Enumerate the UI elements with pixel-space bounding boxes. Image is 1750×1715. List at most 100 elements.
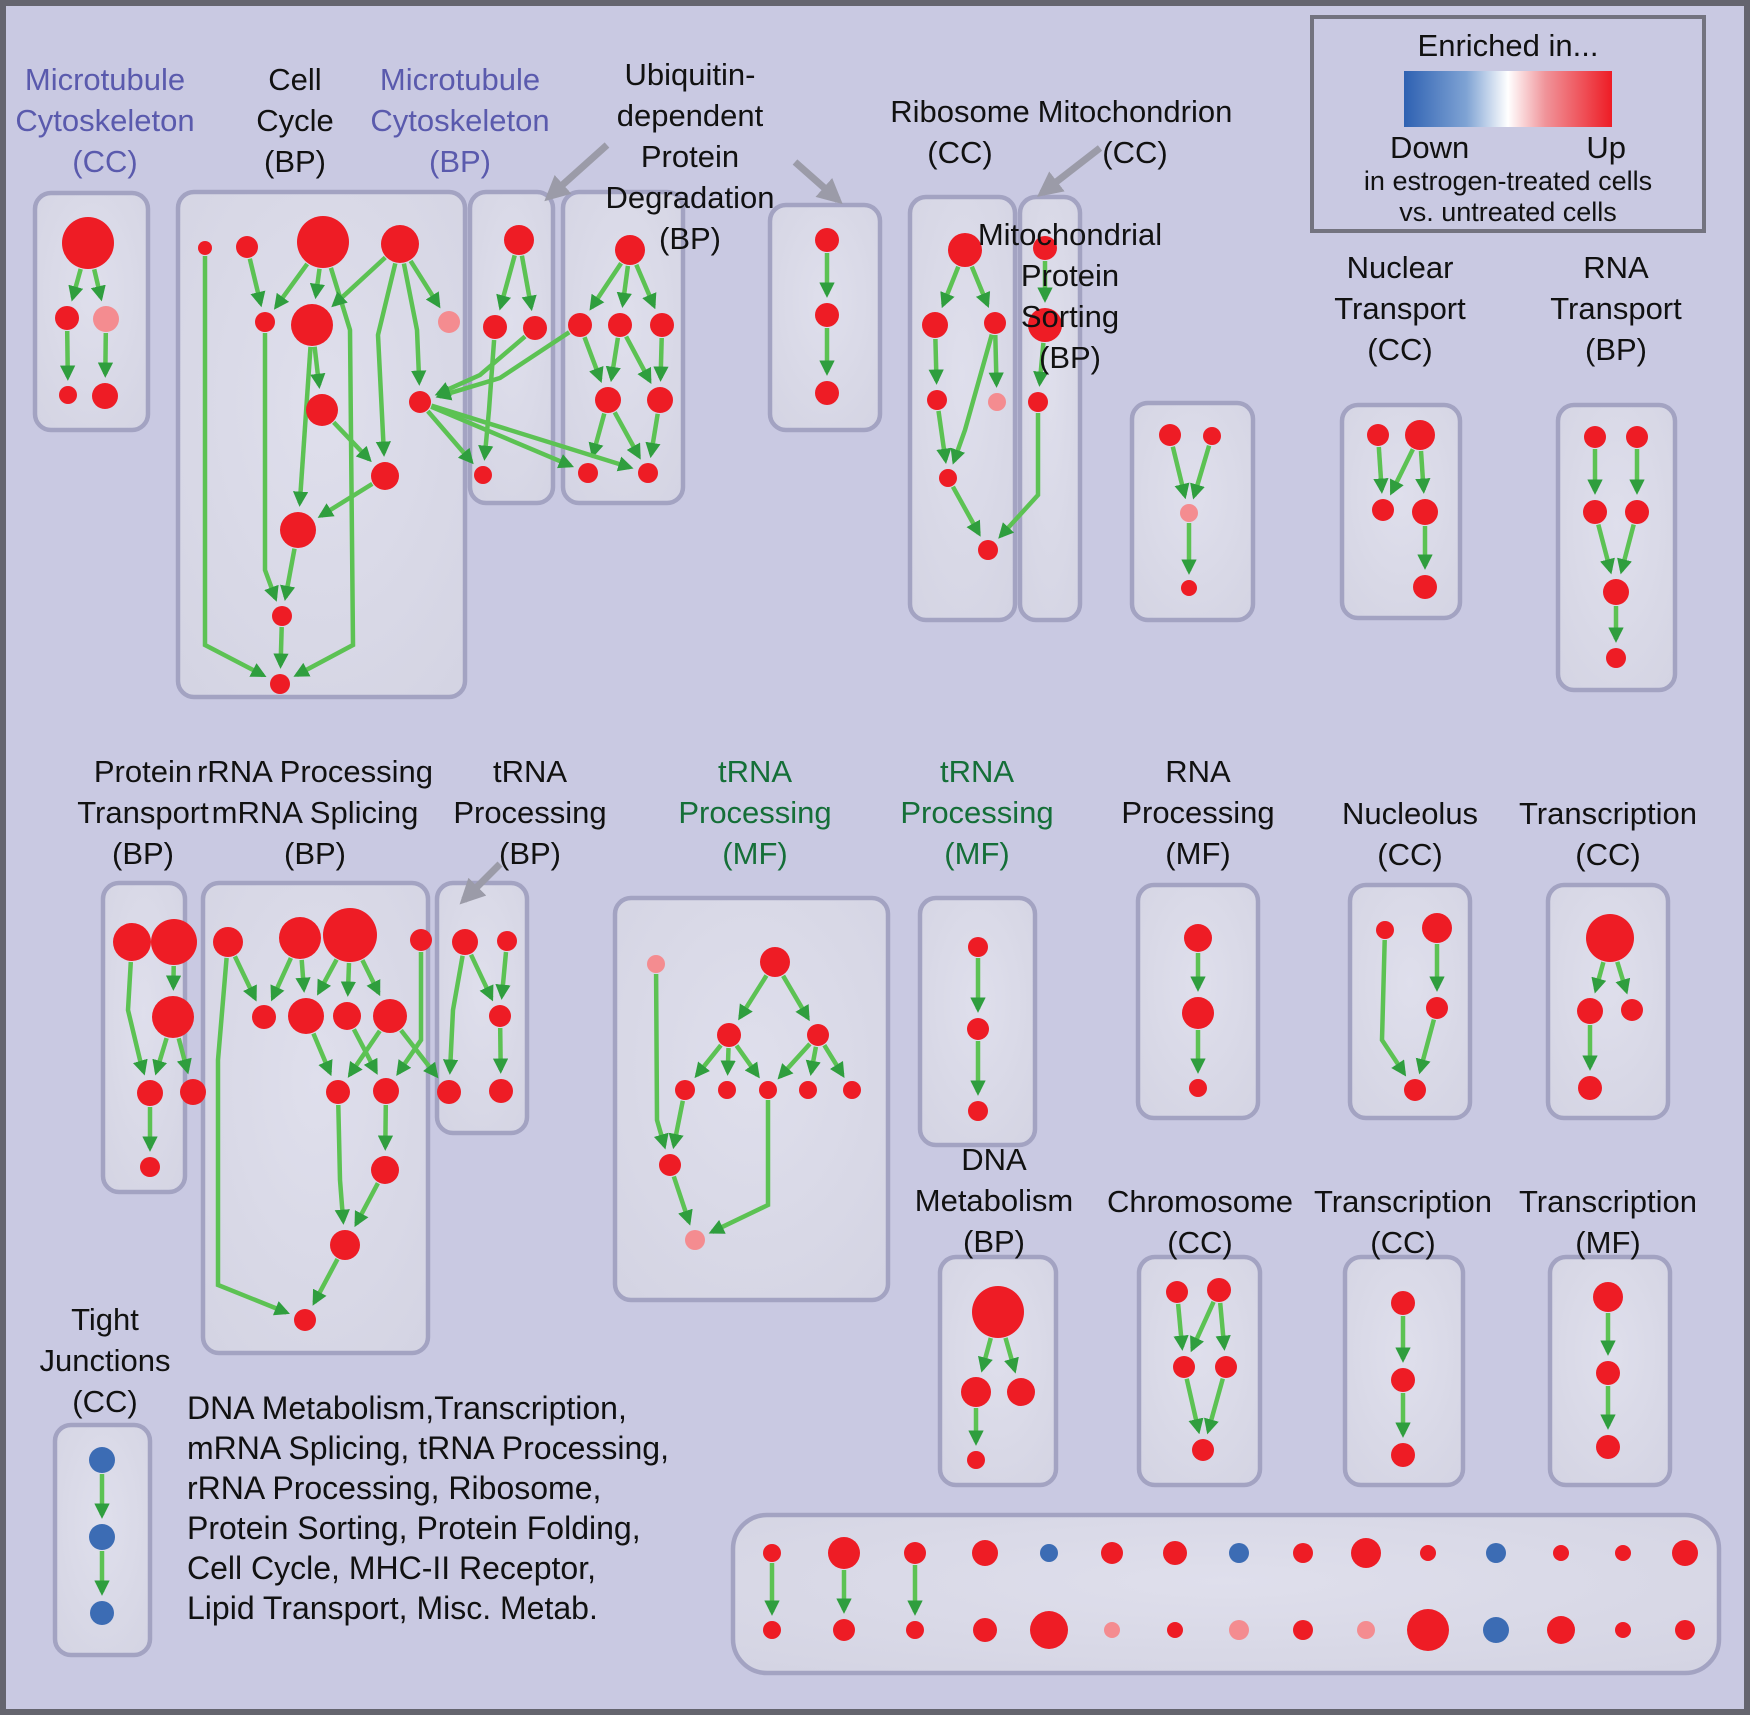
go-term-node [763,1621,781,1639]
edge-arrow [1615,961,1631,995]
cluster-box-rnat [1555,402,1678,693]
go-term-node [922,312,948,338]
edge-arrow [495,951,511,1000]
note-line: mRNA Splicing, tRNA Processing, [187,1430,669,1466]
go-term-node [1207,1278,1231,1302]
go-term-node [578,463,598,483]
go-term-node [1621,999,1643,1021]
go-term-node [1483,1617,1509,1643]
edge-arrow [1204,1377,1225,1435]
edge-arrow [720,1047,736,1076]
go-term-node [978,540,998,560]
go-term-node [1584,426,1606,448]
cluster-box-dna [937,1254,1059,1488]
go-term-node [1180,504,1198,522]
edge-arrow [360,959,381,997]
edge-arrow [624,335,652,384]
go-term-node [1167,1622,1183,1638]
go-term-node [1040,1544,1058,1562]
go-term-node [638,463,658,483]
edge-arrow [468,953,494,1002]
edge-arrow [978,1337,993,1373]
go-term-node [615,235,645,265]
edge-arrow [582,336,604,383]
cluster-label-trmf1: tRNA Processing (MF) [678,754,831,871]
edge-arrow [273,626,289,669]
legend-subtitle-2: vs. untreated cells [1399,197,1617,227]
go-term-node [371,462,399,490]
go-term-node [306,394,338,426]
go-term-node [272,606,292,626]
go-term-node [252,1005,276,1029]
edge-arrow [940,265,961,309]
go-term-node [62,217,114,269]
cluster-label-cc: Cell Cycle (BP) [256,62,334,179]
cluster-label-mcc: Microtubule Cytoskeleton (CC) [15,62,194,179]
go-term-node [1426,997,1448,1019]
go-term-node [1293,1620,1313,1640]
cluster-box-band [730,1512,1722,1676]
edge-arrow [1379,939,1407,1077]
go-term-node [1229,1620,1249,1640]
edge-arrow [653,337,669,382]
go-term-node [409,391,431,413]
go-term-node [236,236,258,258]
note-line: Cell Cycle, MHC-II Receptor, [187,1550,596,1586]
go-term-node [647,955,665,973]
edge-arrow [396,952,424,1077]
go-term-node [961,1377,991,1407]
cluster-label-mito: Mitochondrion (CC) [1038,94,1233,170]
cluster-label-rnamf: RNA Processing (MF) [1121,754,1274,871]
edge-arrow [612,411,641,460]
note-line: Lipid Transport, Misc. Metab. [187,1590,598,1626]
edge-arrow [998,413,1041,539]
edge-arrow [340,962,356,997]
go-term-node [1596,1435,1620,1459]
cluster-box-cc [175,189,468,700]
go-term-node [815,381,839,405]
edge-arrow [777,1042,812,1080]
go-term-node [489,1005,511,1027]
go-term-node [828,1537,860,1569]
go-term-node [1203,427,1221,445]
edge-arrow [781,974,810,1022]
cluster-label-ub1: Ubiquitin-dependent Protein Degradation (BP… [606,57,775,256]
go-term-node [972,1540,998,1566]
go-term-node [1603,579,1629,605]
go-term-node [939,469,957,487]
cluster-box-rrna [200,880,431,1356]
edge-arrow [1415,450,1431,494]
go-term-node [685,1230,705,1250]
go-term-node [967,1018,989,1040]
go-term-node [152,996,194,1038]
go-term-node [89,1524,115,1550]
go-term-node [927,390,947,410]
legend-subtitle-1: in estrogen-treated cells [1363,166,1653,196]
edge-arrow [588,412,607,459]
go-term-node [90,1601,114,1625]
edge-arrow [262,333,279,602]
edge-arrow [375,262,398,457]
go-term-node [89,1447,115,1473]
edge-arrow [1003,1337,1019,1374]
go-term-node [647,387,673,413]
edge-arrow [430,404,575,469]
go-term-node [93,306,119,332]
go-term-node [967,1451,985,1469]
go-term-node [1625,500,1649,524]
go-term-node [270,674,290,694]
go-term-node [984,312,1006,334]
cluster-label-tmf: Transcription (MF) [1519,1184,1697,1260]
go-term-node [968,937,988,957]
go-term-node [113,923,151,961]
edge-arrow [408,259,441,309]
cluster-label-trbp: tRNA Processing (BP) [453,754,606,871]
edge-arrow [653,973,669,1150]
go-term-node [1391,1443,1415,1467]
go-term-node [717,1023,741,1047]
go-term-node [294,1309,316,1331]
go-term-node [326,1080,350,1104]
go-term-node [815,303,839,327]
go-term-node [198,241,212,255]
go-term-node [650,313,674,337]
